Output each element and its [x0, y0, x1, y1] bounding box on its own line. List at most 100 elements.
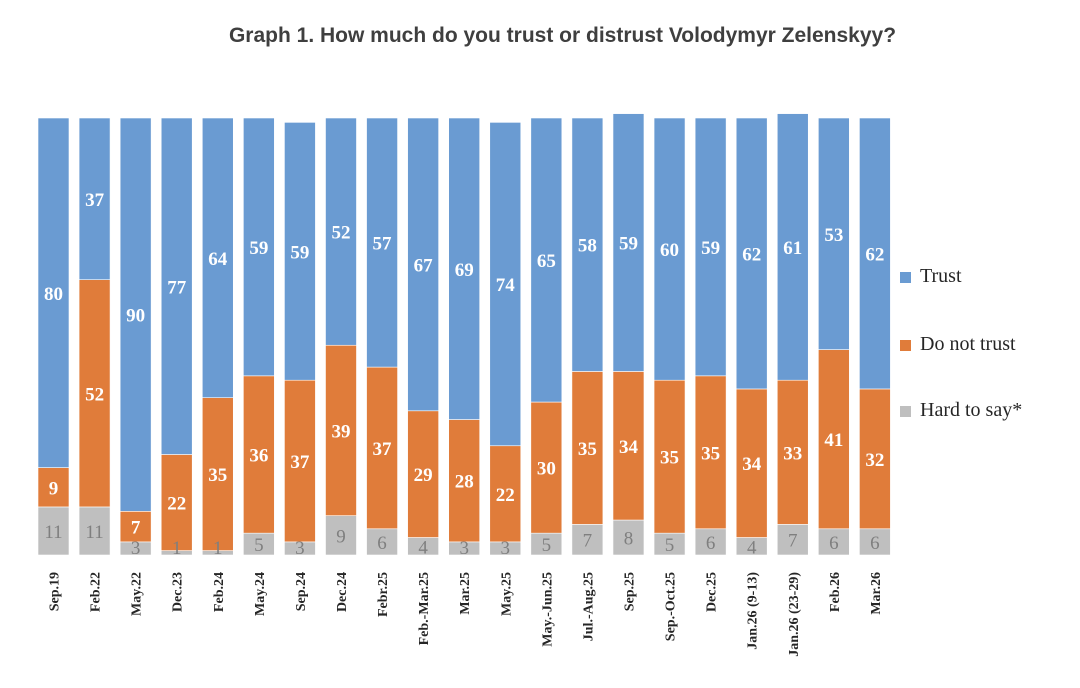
- data-label-trust-feb-26: 53: [824, 225, 843, 246]
- data-label-do-not-trust-jan-26-23-29: 33: [783, 443, 802, 464]
- data-label-trust-jan-26-9-13: 62: [742, 244, 761, 265]
- bar-do-not-trust-may-jun-25: [530, 401, 563, 534]
- data-label-do-not-trust-sep-25: 34: [619, 437, 639, 458]
- bar-do-not-trust-dec-25: [694, 375, 727, 530]
- x-tick-sep-oct-25: Sep.-Oct.25: [664, 572, 679, 641]
- bar-do-not-trust-jul-aug-25: [571, 371, 604, 525]
- legend-label-hard-to-say: Hard to say*: [920, 399, 1023, 421]
- bar-do-not-trust-sep-oct-25: [653, 379, 686, 534]
- bar-trust-feb-mar-25: [407, 117, 439, 412]
- bar-trust-may-24: [243, 117, 275, 377]
- data-label-trust-dec-23: 77: [167, 277, 187, 298]
- x-tick-sep-25: Sep.25: [622, 572, 637, 611]
- x-tick-may-25: May.25: [499, 572, 514, 616]
- x-tick-feb-24: Feb.24: [212, 572, 227, 612]
- x-tick-dec-25: Dec.25: [705, 572, 720, 612]
- x-tick-mar-25: Mar.25: [458, 572, 473, 615]
- data-label-trust-feb-24: 64: [208, 249, 228, 270]
- x-tick-may-24: May.24: [253, 572, 268, 616]
- data-label-do-not-trust-dec-24: 39: [331, 421, 350, 442]
- data-label-do-not-trust-dec-23: 22: [167, 494, 186, 515]
- bar-trust-dec-24: [325, 117, 357, 346]
- bar-trust-may-jun-25: [530, 117, 563, 403]
- bar-do-not-trust-sep-24: [284, 379, 316, 543]
- bar-do-not-trust-may-25: [489, 445, 522, 543]
- data-label-do-not-trust-may-24: 36: [249, 445, 268, 466]
- bar-trust-febr-25: [366, 117, 398, 368]
- data-label-trust-sep-19: 80: [44, 284, 63, 305]
- bar-trust-mar-25: [448, 117, 481, 420]
- x-tick-may-22: May.22: [130, 572, 145, 616]
- data-label-hard-to-say-sep-oct-25: 5: [665, 535, 675, 556]
- bar-trust-dec-23: [160, 117, 193, 455]
- data-label-do-not-trust-may-25: 22: [496, 485, 515, 506]
- data-label-hard-to-say-mar-26: 6: [870, 533, 880, 554]
- data-label-trust-may-jun-25: 65: [537, 251, 556, 272]
- data-label-trust-feb-mar-25: 67: [414, 255, 434, 276]
- x-tick-mar-26: Mar.26: [869, 572, 884, 615]
- bar-trust-sep-oct-25: [653, 117, 686, 381]
- data-label-hard-to-say-sep-19: 11: [44, 522, 62, 543]
- bar-trust-sep-24: [284, 122, 316, 381]
- x-tick-dec-23: Dec.23: [171, 572, 186, 612]
- bar-trust-jan-26-9-13: [735, 117, 768, 390]
- bar-trust-mar-26: [859, 117, 891, 390]
- bar-do-not-trust-feb-26: [818, 349, 850, 530]
- bar-do-not-trust-dec-24: [325, 344, 357, 516]
- x-tick-jul-aug-25: Jul.-Aug.25: [581, 572, 596, 641]
- bar-trust-jul-aug-25: [571, 117, 604, 372]
- data-label-hard-to-say-feb-24: 1: [213, 538, 223, 559]
- bar-do-not-trust-jan-26-23-29: [776, 379, 809, 525]
- data-label-trust-may-24: 59: [249, 238, 268, 259]
- data-label-hard-to-say-feb-mar-25: 4: [418, 537, 428, 558]
- bar-hard-to-say-jan-26-23-29: [776, 524, 809, 556]
- bar-do-not-trust-sep-25: [612, 371, 645, 521]
- data-label-trust-mar-26: 62: [865, 244, 884, 265]
- x-tick-dec-24: Dec.24: [335, 572, 350, 612]
- data-label-trust-mar-25: 69: [455, 260, 474, 281]
- bar-trust-feb-26: [818, 117, 850, 350]
- data-label-trust-dec-25: 59: [701, 238, 720, 259]
- bar-trust-feb-24: [201, 117, 234, 398]
- data-label-trust-sep-25: 59: [619, 234, 638, 255]
- data-label-do-not-trust-sep-oct-25: 35: [660, 448, 679, 469]
- data-label-trust-jan-26-23-29: 61: [783, 238, 802, 259]
- data-label-trust-sep-24: 59: [290, 242, 309, 263]
- data-label-hard-to-say-dec-23: 1: [172, 538, 182, 559]
- legend-swatch-hard-to-say: [900, 406, 911, 417]
- data-label-do-not-trust-sep-24: 37: [290, 452, 310, 473]
- bar-trust-dec-25: [694, 117, 727, 377]
- data-labels-group: 1198011523737901227713564536593375993952…: [44, 190, 884, 559]
- x-tick-febr-25: Febr.25: [376, 572, 391, 617]
- bar-do-not-trust-may-24: [243, 375, 275, 534]
- x-tick-labels-group: Sep.19 Feb.22 May.22 Dec.23 Feb.24 May.24 Sep.…: [48, 572, 884, 657]
- x-tick-may-jun-25: May.-Jun.25: [540, 572, 555, 647]
- bar-do-not-trust-mar-26: [859, 388, 891, 530]
- data-label-hard-to-say-jan-26-23-29: 7: [788, 531, 798, 552]
- data-label-do-not-trust-feb-24: 35: [208, 465, 227, 486]
- data-label-trust-sep-oct-25: 60: [660, 240, 679, 261]
- legend-label-do-not-trust: Do not trust: [920, 333, 1016, 355]
- data-label-hard-to-say-jan-26-9-13: 4: [747, 537, 757, 558]
- data-label-do-not-trust-dec-25: 35: [701, 443, 720, 464]
- data-label-do-not-trust-mar-26: 32: [865, 450, 884, 471]
- bar-hard-to-say-febr-25: [366, 528, 398, 556]
- bar-hard-to-say-feb-22: [78, 506, 111, 556]
- data-label-do-not-trust-jan-26-9-13: 34: [742, 454, 762, 475]
- bar-hard-to-say-mar-26: [859, 528, 891, 556]
- data-label-hard-to-say-sep-25: 8: [624, 529, 634, 550]
- data-label-do-not-trust-feb-26: 41: [824, 430, 843, 451]
- x-tick-sep-24: Sep.24: [294, 572, 309, 611]
- data-label-do-not-trust-feb-22: 52: [85, 384, 104, 405]
- data-label-hard-to-say-sep-24: 3: [295, 538, 305, 559]
- data-label-hard-to-say-febr-25: 6: [377, 533, 387, 554]
- bar-do-not-trust-feb-mar-25: [407, 410, 439, 538]
- data-label-do-not-trust-may-22: 7: [131, 518, 141, 539]
- x-tick-sep-19: Sep.19: [48, 572, 63, 611]
- legend-swatch-trust: [900, 272, 911, 283]
- data-label-do-not-trust-may-jun-25: 30: [537, 459, 556, 480]
- bar-do-not-trust-may-22: [119, 510, 152, 543]
- bar-do-not-trust-sep-19: [37, 467, 70, 508]
- x-tick-jan-26-23-29: Jan.26 (23-29): [787, 572, 802, 657]
